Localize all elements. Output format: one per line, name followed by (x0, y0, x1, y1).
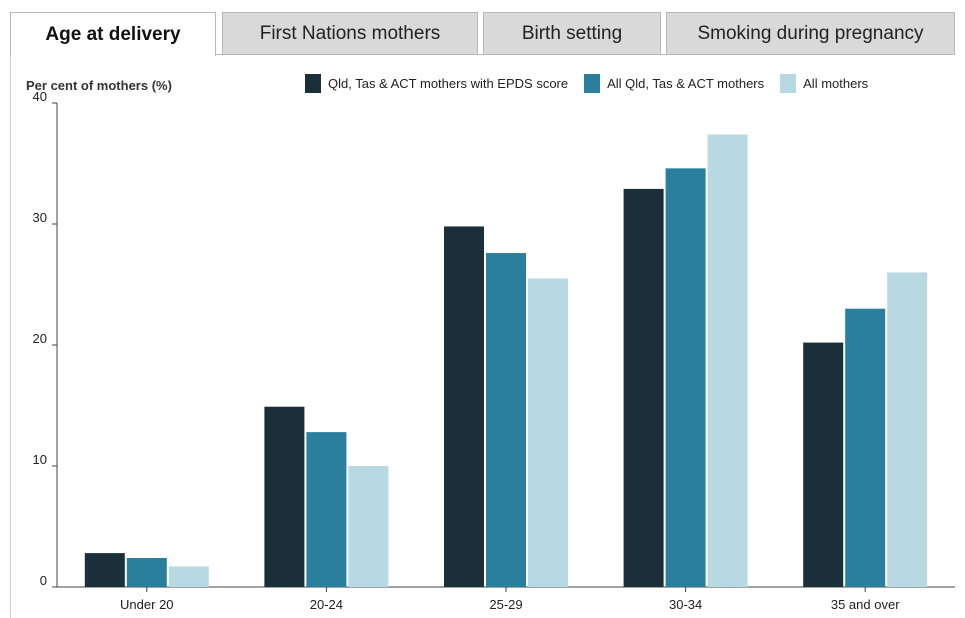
legend-label-epds: Qld, Tas & ACT mothers with EPDS score (328, 76, 569, 91)
bar-series2 (665, 168, 706, 587)
bar-series3 (528, 278, 568, 587)
legend-item-all-qld-tas-act: All Qld, Tas & ACT mothers (584, 74, 764, 93)
bar-series2 (845, 308, 886, 587)
bar-series1 (84, 553, 125, 587)
y-tick-label: 40 (33, 89, 47, 104)
chart-legend: Qld, Tas & ACT mothers with EPDS score A… (305, 74, 868, 93)
tab-smoking-during-pregnancy[interactable]: Smoking during pregnancy (666, 12, 955, 54)
legend-label-all-qld-tas-act: All Qld, Tas & ACT mothers (607, 76, 765, 91)
y-tick-label: 30 (33, 210, 47, 225)
bar-series2 (126, 557, 167, 587)
bar-series3 (168, 566, 209, 587)
y-tick-label: 0 (40, 573, 47, 588)
legend-swatch-all-mothers (780, 74, 797, 93)
y-tick-label: 20 (33, 331, 47, 346)
tab-bar: Age at delivery First Nations mothers Bi… (10, 12, 955, 56)
tab-divider (10, 54, 955, 55)
legend-swatch-epds (305, 74, 321, 93)
x-tick-label: 25-29 (489, 597, 522, 612)
y-tick-label: 10 (33, 452, 47, 467)
bar-series1 (444, 226, 484, 588)
bar-series1 (264, 406, 305, 587)
bar-series2 (486, 253, 526, 588)
legend-item-all-mothers: All mothers (780, 74, 868, 93)
bar-series1 (803, 342, 844, 587)
bar-series3 (707, 134, 748, 587)
bar-series3 (348, 466, 389, 587)
bar-series2 (306, 432, 347, 587)
y-axis-title: Per cent of mothers (%) (26, 78, 172, 93)
x-tick-label: Under 20 (120, 597, 173, 612)
tab-birth-setting[interactable]: Birth setting (483, 12, 661, 54)
tab-first-nations-mothers[interactable]: First Nations mothers (222, 12, 478, 54)
x-tick-label: 20-24 (310, 597, 343, 612)
legend-swatch-all-qld-tas-act (584, 74, 601, 93)
bar-series1 (623, 188, 664, 587)
x-tick-label: 30-34 (669, 597, 702, 612)
tab-age-at-delivery[interactable]: Age at delivery (10, 12, 216, 56)
x-tick-label: 35 and over (831, 597, 900, 612)
legend-item-epds: Qld, Tas & ACT mothers with EPDS score (305, 74, 568, 93)
panel-border (10, 54, 11, 618)
bar-series3 (887, 272, 928, 587)
legend-label-all-mothers: All mothers (803, 76, 869, 91)
